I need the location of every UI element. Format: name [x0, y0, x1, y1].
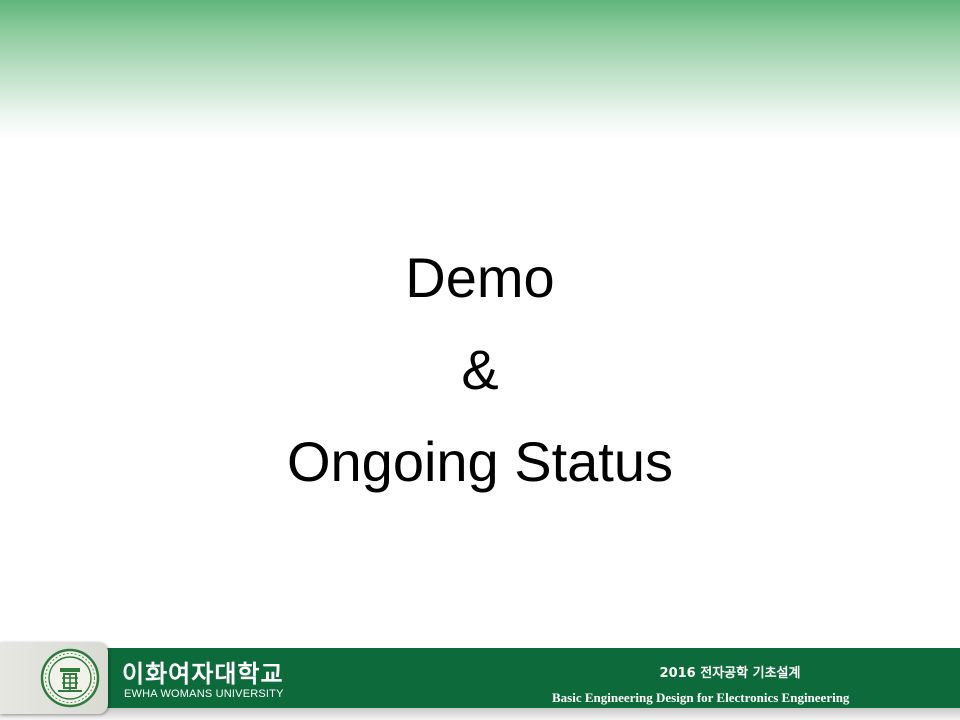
title-line-demo: Demo — [405, 246, 555, 309]
slide-footer: 이화여자대학교 EWHA WOMANS UNIVERSITY 2016 전자공학… — [0, 642, 960, 720]
logo-panel — [0, 642, 108, 714]
university-name-english: EWHA WOMANS UNIVERSITY — [124, 688, 284, 700]
course-title-english: Basic Engineering Design for Electronics… — [552, 690, 850, 705]
title-line-ongoing-status: Ongoing Status — [286, 430, 674, 493]
title-line-ampersand: & — [461, 338, 499, 401]
footer-bar — [100, 648, 960, 708]
ewha-seal-icon — [40, 648, 100, 708]
header-gradient-band — [0, 0, 960, 140]
footer-shadow — [0, 708, 960, 720]
university-name-korean: 이화여자대학교 — [122, 660, 284, 688]
course-title-korean: 2016 전자공학 기초설계 — [659, 666, 801, 681]
slide-title: Demo & Ongoing Status — [0, 232, 960, 508]
